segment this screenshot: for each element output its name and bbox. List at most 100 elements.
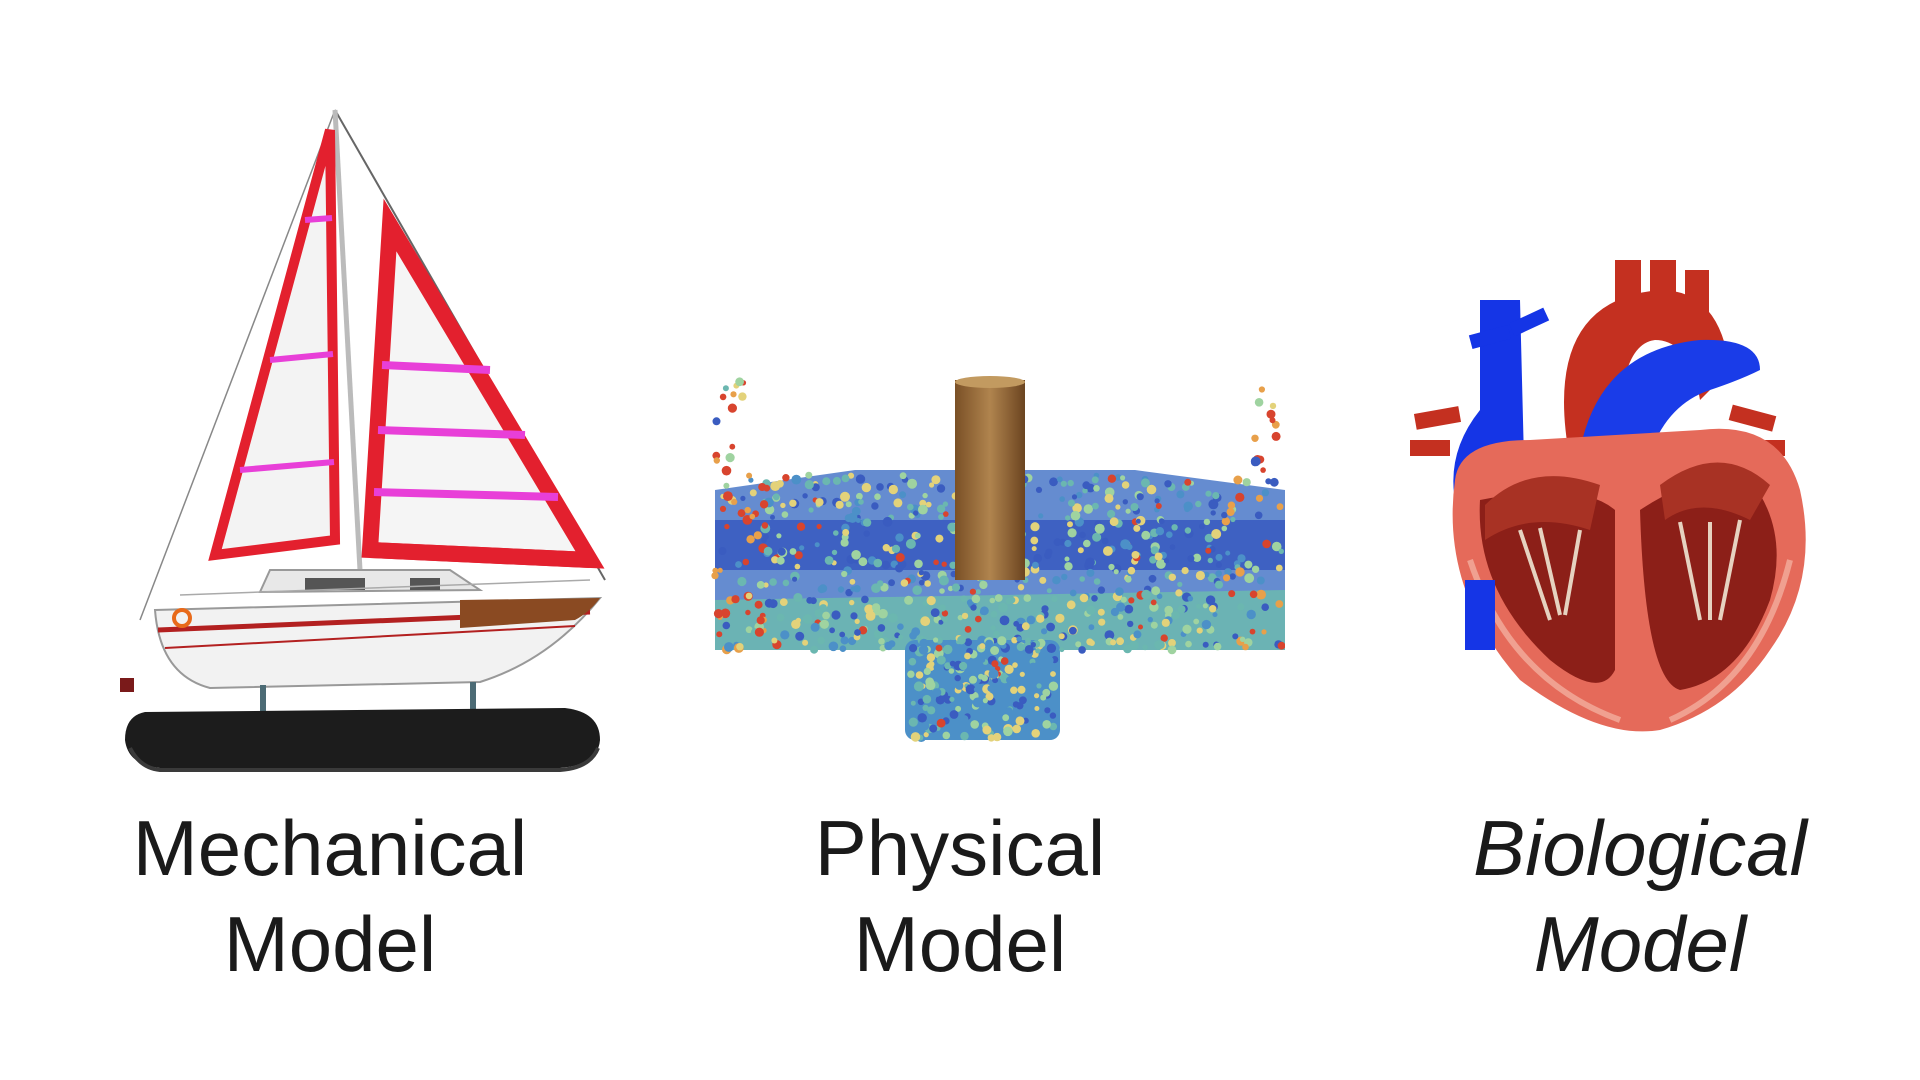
- particle: [1210, 510, 1216, 516]
- particle: [1195, 570, 1205, 581]
- particle: [1187, 595, 1194, 602]
- particle: [973, 686, 979, 693]
- particle: [1202, 641, 1209, 648]
- particle: [1028, 662, 1038, 672]
- particle: [1091, 476, 1099, 484]
- particle: [1184, 505, 1191, 513]
- particle: [1103, 546, 1113, 556]
- particle: [737, 576, 747, 587]
- particle: [720, 608, 731, 619]
- particle: [882, 516, 893, 527]
- caption-line-1: Physical: [814, 804, 1106, 892]
- particle: [737, 509, 746, 517]
- particle: [1203, 571, 1210, 578]
- particle: [840, 636, 849, 645]
- particle: [960, 731, 969, 741]
- particle: [745, 592, 753, 600]
- particle: [1175, 589, 1183, 597]
- particle: [900, 579, 909, 587]
- particle: [738, 392, 747, 401]
- particle: [776, 556, 785, 565]
- particle: [1147, 616, 1153, 623]
- particle: [1150, 599, 1157, 606]
- particle: [1055, 613, 1065, 623]
- particle: [1065, 515, 1071, 521]
- particle: [1094, 523, 1105, 534]
- particle: [735, 377, 744, 387]
- particle: [1086, 605, 1096, 615]
- particle: [1101, 537, 1109, 545]
- particle: [1002, 714, 1010, 722]
- particle: [1038, 513, 1044, 519]
- particle: [943, 511, 949, 517]
- particle: [1266, 409, 1276, 419]
- particle: [745, 609, 751, 616]
- particle: [999, 615, 1010, 626]
- particle: [842, 529, 850, 536]
- particle: [1256, 576, 1265, 585]
- biological-panel: Biological Model: [1280, 0, 1920, 1080]
- particle: [719, 393, 727, 401]
- particle: [832, 476, 841, 485]
- particle: [749, 489, 757, 497]
- particle: [1027, 711, 1034, 718]
- particle: [964, 626, 972, 633]
- particle: [1041, 605, 1049, 613]
- particle: [1155, 527, 1165, 536]
- particle: [1168, 639, 1176, 647]
- particle: [944, 662, 952, 670]
- particle: [888, 484, 898, 495]
- particle: [1113, 569, 1119, 575]
- particle: [1032, 561, 1039, 569]
- particle: [802, 639, 809, 646]
- particle: [1256, 589, 1266, 600]
- particle: [840, 491, 850, 502]
- particle: [895, 533, 904, 542]
- particle: [1026, 615, 1036, 625]
- particle: [909, 644, 918, 653]
- particle: [1053, 538, 1062, 546]
- particle: [1260, 467, 1266, 473]
- particle: [1042, 688, 1051, 697]
- particle: [991, 718, 1000, 727]
- particle: [863, 530, 870, 537]
- particle: [914, 532, 921, 539]
- caption-line-2: Model: [1533, 900, 1747, 988]
- particle: [1262, 539, 1271, 549]
- particle: [978, 673, 984, 680]
- particle: [742, 558, 750, 566]
- particle: [1230, 516, 1236, 523]
- particle: [947, 522, 957, 532]
- particle: [723, 491, 733, 501]
- particle: [927, 706, 936, 715]
- particle: [924, 580, 931, 587]
- particle: [1221, 517, 1231, 526]
- particle: [871, 603, 881, 612]
- particle: [791, 474, 802, 485]
- particle: [796, 522, 806, 531]
- particle: [1116, 637, 1124, 646]
- particle: [777, 547, 786, 556]
- particle: [745, 626, 753, 634]
- particle: [854, 618, 860, 624]
- particle: [730, 391, 737, 398]
- particle: [1067, 479, 1074, 487]
- particle: [1058, 633, 1065, 640]
- particle: [1031, 729, 1040, 738]
- particle: [799, 545, 805, 551]
- particle: [1021, 622, 1030, 631]
- particle: [936, 504, 946, 513]
- particle: [1114, 474, 1122, 481]
- particle: [1237, 554, 1246, 563]
- particle: [1138, 624, 1143, 630]
- particle: [1060, 480, 1067, 487]
- particle: [899, 491, 907, 499]
- particle: [831, 610, 841, 620]
- particle: [1146, 484, 1157, 495]
- particle: [1071, 494, 1078, 500]
- particle: [1097, 608, 1105, 616]
- particle: [931, 475, 941, 485]
- particle: [1092, 502, 1099, 510]
- particle: [918, 504, 928, 515]
